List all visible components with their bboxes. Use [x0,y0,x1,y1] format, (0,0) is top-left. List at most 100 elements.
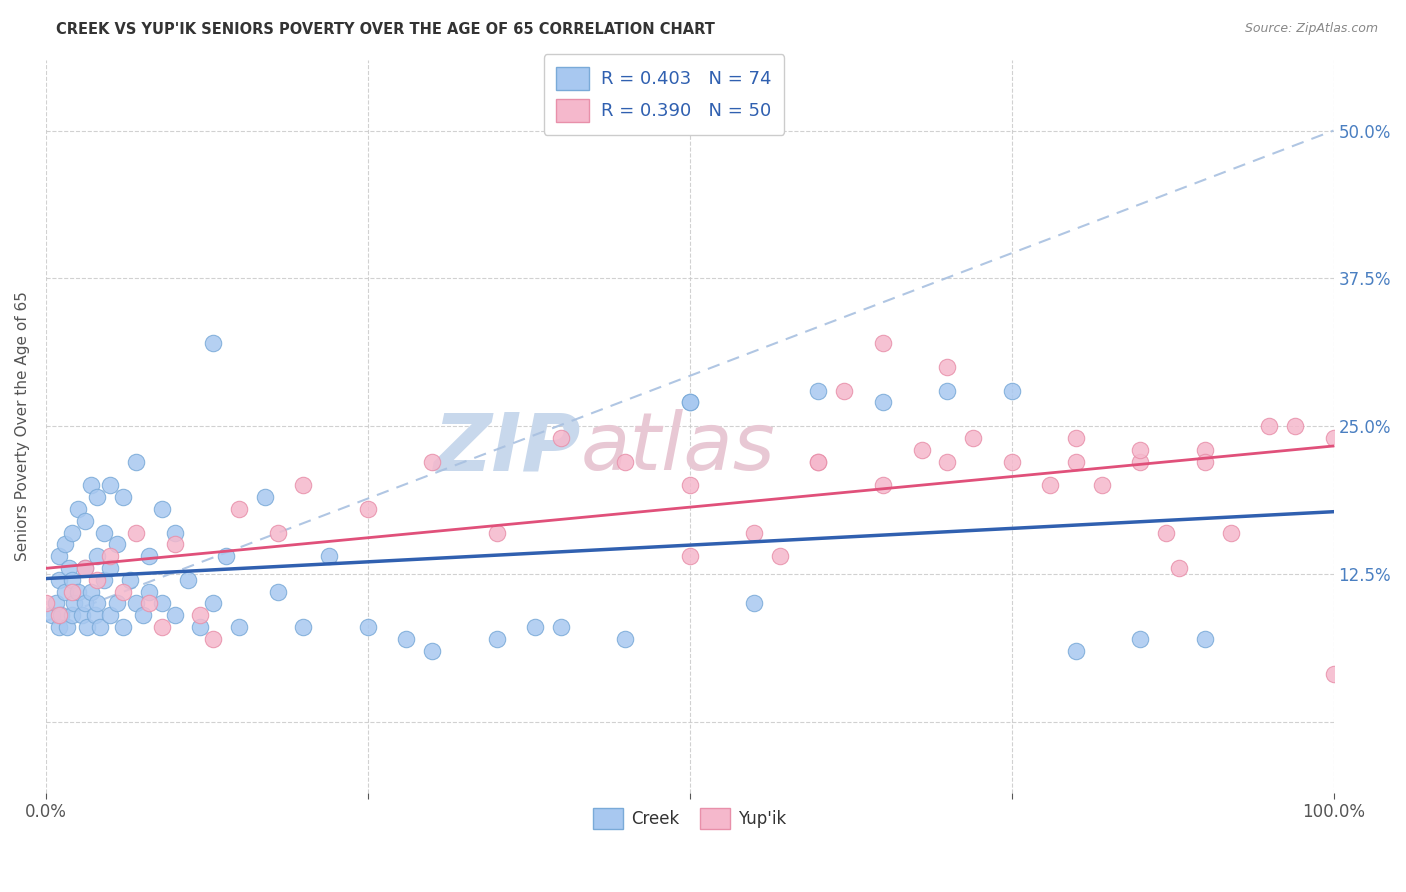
Point [53,584,76,599]
Point [832,384,855,398]
Point [267,525,290,540]
Point [936,384,959,398]
Point [98,549,121,564]
Point [614,454,637,468]
Point [163,608,186,623]
Point [1322,431,1344,445]
Point [357,620,380,634]
Text: atlas: atlas [581,409,775,487]
Point [524,620,547,634]
Point [267,584,290,599]
Point [138,549,160,564]
Point [872,395,894,409]
Point [41,608,63,623]
Point [55,620,77,634]
Point [67,502,90,516]
Point [215,549,238,564]
Point [807,384,830,398]
Point [63,597,86,611]
Point [910,442,932,457]
Point [679,395,702,409]
Point [125,454,148,468]
Point [614,632,637,646]
Point [45,597,67,611]
Point [89,620,111,634]
Point [1001,454,1024,468]
Point [76,620,98,634]
Point [60,525,83,540]
Point [138,597,160,611]
Point [228,502,250,516]
Point [420,644,443,658]
Point [936,359,959,374]
Point [550,620,572,634]
Text: CREEK VS YUP'IK SENIORS POVERTY OVER THE AGE OF 65 CORRELATION CHART: CREEK VS YUP'IK SENIORS POVERTY OVER THE… [56,22,716,37]
Point [105,597,128,611]
Point [98,561,121,575]
Point [98,608,121,623]
Point [485,525,508,540]
Text: ZIP: ZIP [433,409,581,487]
Point [93,525,115,540]
Point [176,573,198,587]
Point [1322,667,1344,681]
Point [131,608,153,623]
Point [872,336,894,351]
Point [202,632,225,646]
Point [163,537,186,551]
Point [936,454,959,468]
Point [679,395,702,409]
Y-axis label: Seniors Poverty Over the Age of 65: Seniors Poverty Over the Age of 65 [15,291,30,561]
Point [292,620,315,634]
Point [679,478,702,492]
Point [1064,431,1087,445]
Point [112,620,135,634]
Point [86,549,108,564]
Point [485,632,508,646]
Point [1129,442,1152,457]
Point [190,620,212,634]
Point [73,561,96,575]
Point [679,549,702,564]
Point [73,514,96,528]
Point [80,584,103,599]
Point [48,608,70,623]
Point [125,597,148,611]
Point [150,597,173,611]
Point [70,608,93,623]
Point [138,584,160,599]
Point [93,573,115,587]
Point [51,608,73,623]
Point [125,525,148,540]
Point [48,620,70,634]
Point [357,502,380,516]
Point [53,537,76,551]
Point [48,573,70,587]
Point [1129,632,1152,646]
Point [1001,384,1024,398]
Point [1129,454,1152,468]
Point [872,478,894,492]
Point [73,561,96,575]
Point [962,431,984,445]
Point [1194,442,1216,457]
Point [1194,632,1216,646]
Point [1219,525,1241,540]
Point [58,561,80,575]
Point [420,454,443,468]
Point [73,597,96,611]
Point [35,597,58,611]
Point [86,490,108,504]
Point [150,502,173,516]
Point [190,608,212,623]
Point [807,454,830,468]
Point [48,549,70,564]
Point [60,573,83,587]
Point [550,431,572,445]
Point [60,584,83,599]
Point [1064,454,1087,468]
Point [742,525,765,540]
Point [118,573,141,587]
Point [112,584,135,599]
Point [105,537,128,551]
